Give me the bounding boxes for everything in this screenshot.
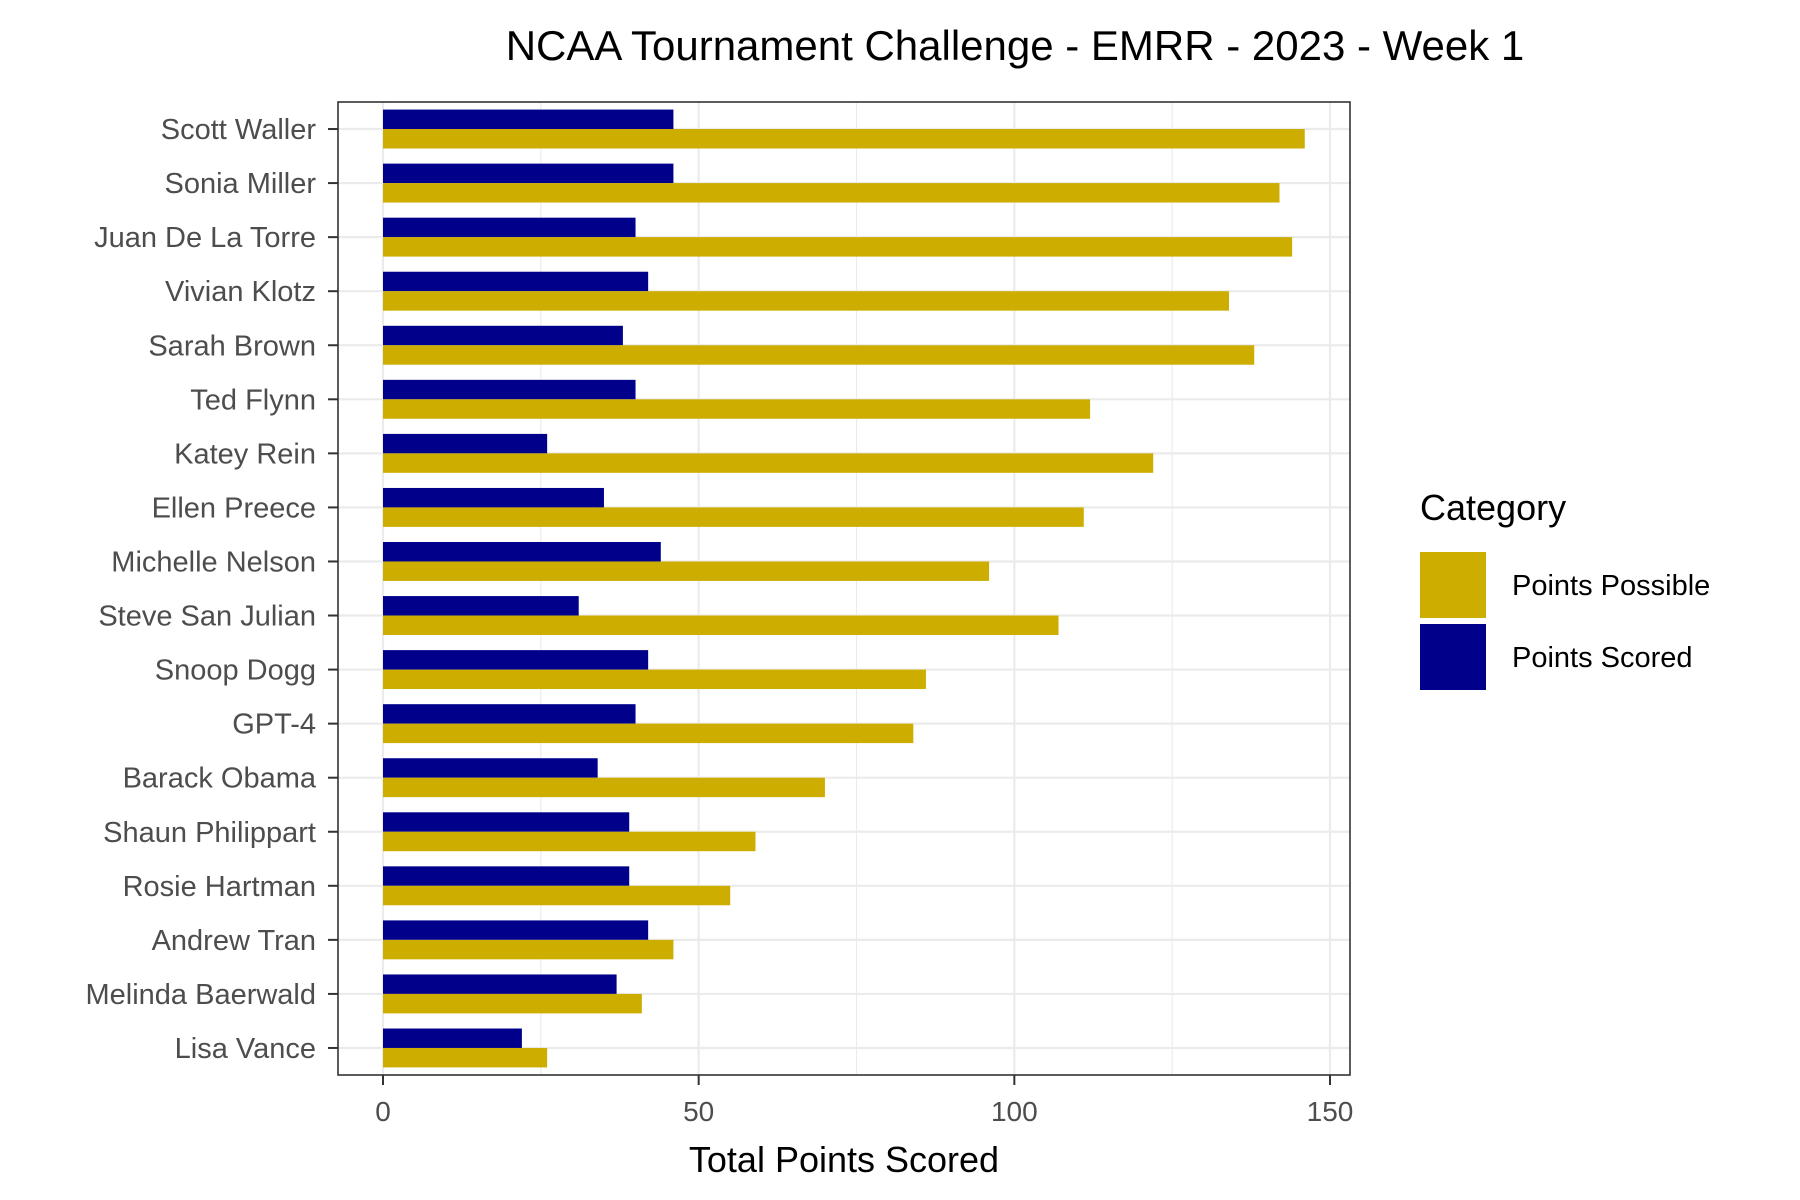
bar-points-scored [383,217,636,238]
y-tick-label: Melinda Baerwald [85,979,316,1011]
bar-points-scored [383,325,623,346]
bar-points-possible [383,723,914,744]
bar-points-possible [383,831,756,852]
bar-points-scored [383,433,548,454]
legend-title: Category [1420,487,1566,528]
bar-points-possible [383,345,1255,365]
bar-points-possible [383,291,1229,311]
x-tick-label: 50 [683,1096,714,1127]
chart-title: NCAA Tournament Challenge - EMRR - 2023 … [506,22,1525,69]
y-tick-label: Sarah Brown [148,330,316,362]
x-axis-label: Total Points Scored [689,1139,999,1180]
x-tick-label: 0 [375,1096,391,1127]
bar-points-scored [383,163,674,184]
bar-points-possible [383,507,1084,527]
legend-key [1420,552,1486,618]
bar-points-possible [383,939,674,960]
bar-points-scored [383,1028,522,1048]
legend-key [1420,624,1486,690]
y-tick-label: Shaun Philippart [103,817,316,849]
y-tick-label: Ted Flynn [190,384,316,416]
bar-points-possible [383,669,926,690]
plot-background [338,102,1350,1075]
y-tick-label: Juan De La Torre [94,222,316,254]
bar-points-scored [383,650,649,670]
y-tick-label: Vivian Klotz [165,276,316,308]
y-tick-label: Andrew Tran [152,925,316,957]
y-tick-label: Ellen Preece [152,492,316,524]
y-tick-label: Rosie Hartman [123,871,316,903]
bar-points-possible [383,129,1305,149]
y-tick-label: Barack Obama [123,763,317,795]
legend-label: Points Possible [1512,570,1710,602]
bar-points-scored [383,379,636,400]
y-tick-label: Sonia Miller [165,168,317,200]
y-tick-label: Steve San Julian [98,601,316,633]
bar-points-scored [383,974,617,994]
bar-points-possible [383,561,990,581]
x-tick-label: 100 [991,1096,1038,1127]
bar-points-possible [383,885,731,906]
bar-points-scored [383,487,604,508]
bar-points-scored [383,866,630,886]
bar-points-possible [383,1047,548,1068]
bar-points-scored [383,271,649,292]
bar-points-scored [383,812,630,832]
bar-points-scored [383,542,661,562]
bar-points-scored [383,920,649,940]
bar-points-possible [383,183,1280,203]
bar-points-possible [383,237,1293,257]
y-tick-label: Katey Rein [174,438,316,470]
bar-points-scored [383,758,598,778]
plot-border [337,101,1351,1076]
bar-points-possible [383,453,1154,473]
y-tick-label: Scott Waller [161,114,317,146]
bar-points-scored [383,109,674,130]
legend-label: Points Scored [1512,642,1693,674]
legend: Category Points Possible Points Scored [1420,487,1710,690]
y-tick-label: Lisa Vance [175,1033,316,1065]
y-tick-label: Snoop Dogg [155,655,316,687]
bar-points-scored [383,704,636,724]
bar-points-possible [383,399,1091,419]
y-tick-label: GPT-4 [232,709,316,741]
bar-points-possible [383,615,1059,635]
bar-points-scored [383,596,579,616]
plot-area: Scott Waller Sonia Miller Juan De La Torre… [85,101,1354,1127]
bar-points-possible [383,777,825,798]
y-tick-label: Michelle Nelson [111,546,316,578]
x-tick-label: 150 [1307,1096,1354,1127]
bar-points-possible [383,993,642,1014]
